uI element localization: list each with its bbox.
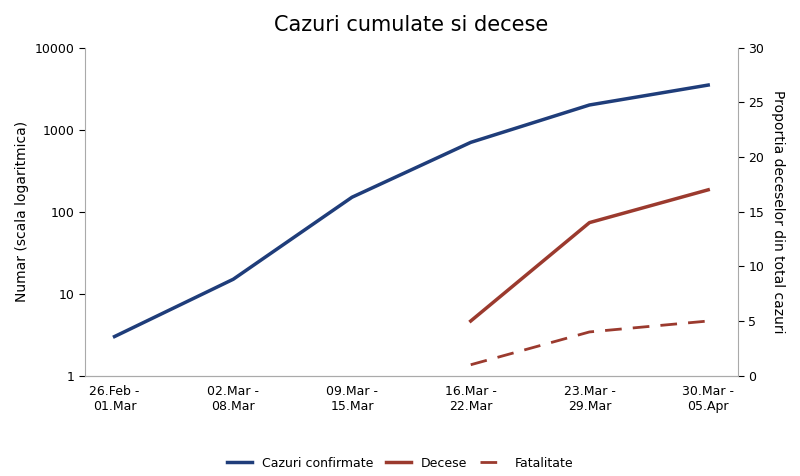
- Cazuri confirmate: [703, 82, 713, 88]
- Cazuri confirmate: [347, 194, 357, 200]
- Cazuri confirmate: [229, 277, 238, 282]
- Cazuri confirmate: [110, 334, 119, 339]
- Decese: [585, 220, 594, 226]
- Fatalitate: [703, 318, 713, 324]
- Decese: [703, 187, 713, 193]
- Decese: [466, 318, 475, 324]
- Fatalitate: [585, 329, 594, 335]
- Line: Decese: Decese: [470, 190, 708, 321]
- Cazuri confirmate: [466, 139, 475, 145]
- Line: Cazuri confirmate: Cazuri confirmate: [114, 85, 708, 337]
- Title: Cazuri cumulate si decese: Cazuri cumulate si decese: [274, 15, 549, 35]
- Y-axis label: Proportia deceselor din total cazuri: Proportia deceselor din total cazuri: [771, 90, 785, 333]
- Fatalitate: [466, 362, 475, 367]
- Legend: Cazuri confirmate, Decese, Fatalitate: Cazuri confirmate, Decese, Fatalitate: [227, 457, 573, 470]
- Y-axis label: Numar (scala logaritmica): Numar (scala logaritmica): [15, 121, 29, 302]
- Cazuri confirmate: [585, 102, 594, 108]
- Line: Fatalitate: Fatalitate: [470, 321, 708, 365]
